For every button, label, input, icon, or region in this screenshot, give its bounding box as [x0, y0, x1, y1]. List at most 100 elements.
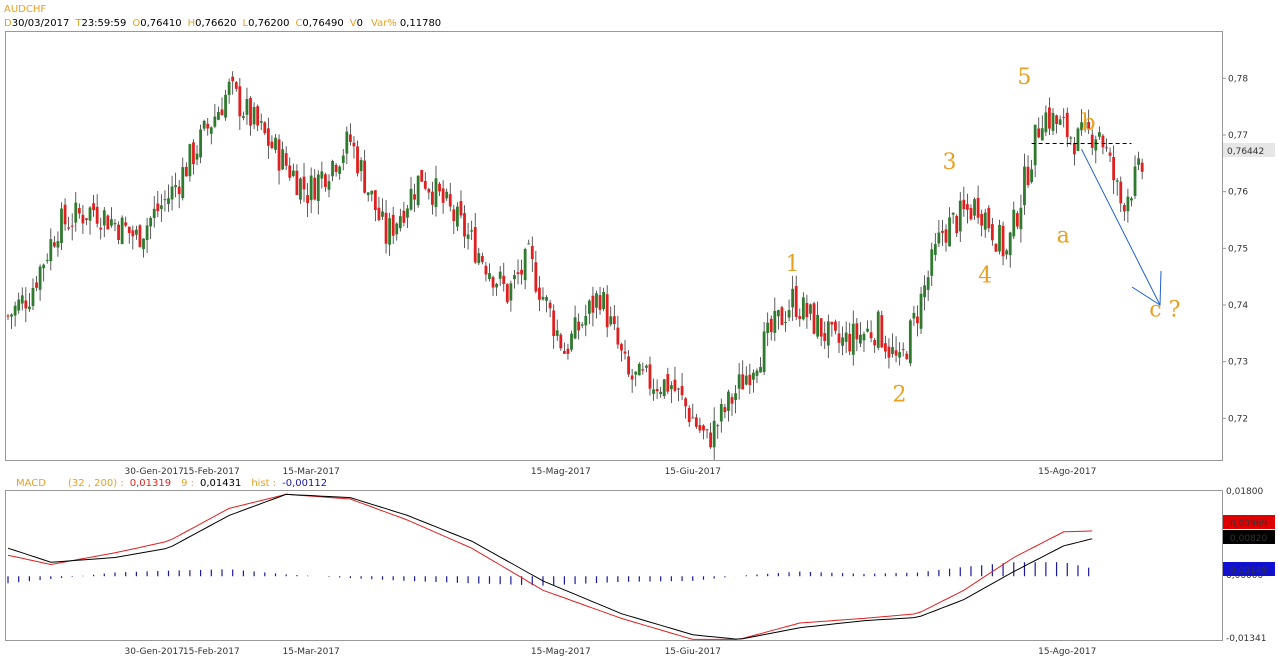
- bear-candle: [623, 351, 627, 354]
- varpct-key: Var%: [371, 18, 397, 29]
- bear-candle: [994, 243, 998, 252]
- bear-candle: [941, 230, 944, 233]
- bear-candle: [1073, 142, 1076, 155]
- bull-candle: [816, 314, 820, 337]
- bull-candle: [719, 404, 723, 422]
- close-value: 0,76490: [302, 18, 343, 29]
- bull-candle: [523, 249, 527, 281]
- macd-tag-blue-label: 0,00149: [1230, 566, 1267, 576]
- bull-candle: [291, 170, 295, 176]
- macd-tag-blue: 0,00000 0,00149: [1223, 562, 1275, 581]
- bear-candle: [1108, 152, 1112, 156]
- bear-candle: [288, 165, 292, 178]
- bull-candle: [1044, 112, 1048, 133]
- bull-candle: [784, 321, 787, 323]
- bull-candle: [181, 167, 185, 199]
- bull-candle: [734, 393, 737, 401]
- bull-candle: [826, 321, 830, 346]
- date-label: 15-Mag-2017: [531, 647, 591, 657]
- bull-candle: [755, 370, 759, 376]
- bear-candle: [516, 272, 520, 275]
- bear-candle: [352, 142, 356, 147]
- bear-candle: [684, 398, 688, 407]
- bear-candle: [1112, 156, 1116, 181]
- date-label: 15-Feb-2017: [183, 467, 240, 477]
- macd-title: MACD: [16, 478, 46, 489]
- bear-candle: [627, 356, 630, 375]
- wave-label: 1: [786, 252, 800, 277]
- bull-candle: [1012, 209, 1016, 237]
- bull-candle: [327, 181, 331, 190]
- bull-candle: [110, 219, 113, 226]
- bull-candle: [299, 178, 302, 200]
- bear-candle: [256, 106, 260, 126]
- bear-candle: [313, 177, 317, 200]
- bear-candle: [402, 210, 406, 223]
- bear-candle: [901, 349, 905, 351]
- bull-candle: [142, 238, 145, 250]
- bear-candle: [52, 242, 56, 247]
- bear-candle: [591, 295, 595, 313]
- bear-candle: [220, 109, 224, 116]
- bull-candle: [359, 160, 363, 172]
- bear-candle: [648, 364, 652, 389]
- macd-tag-red: 0,00969: [1223, 515, 1275, 529]
- bull-candle: [1137, 158, 1141, 165]
- bull-candle: [445, 191, 449, 199]
- bear-candle: [106, 215, 110, 230]
- bull-candle: [1080, 122, 1083, 131]
- bull-candle: [1083, 122, 1087, 128]
- bear-candle: [413, 194, 416, 200]
- bear-candle: [1101, 135, 1105, 148]
- bear-candle: [81, 214, 85, 224]
- bull-candle: [787, 310, 791, 318]
- bull-candle: [912, 312, 916, 319]
- wave-label: b: [1082, 110, 1096, 135]
- bear-candle: [334, 164, 338, 172]
- bear-candle: [769, 318, 773, 333]
- bear-candle: [694, 417, 698, 427]
- bull-candle: [281, 149, 285, 170]
- bull-candle: [545, 297, 548, 301]
- price-tick-label: 0,72: [1228, 414, 1248, 424]
- date-label: 30-Gen-2017: [125, 467, 184, 477]
- bear-candle: [680, 385, 684, 396]
- macd-header: (32 , 200) : 0,01319 9 : 0,01431 hist : -0,00…: [68, 478, 327, 489]
- bull-candle: [241, 116, 245, 118]
- wave-label: 5: [1017, 65, 1031, 90]
- bear-candle: [723, 407, 727, 413]
- bear-candle: [1119, 181, 1123, 204]
- bull-candle: [637, 363, 641, 376]
- bull-candle: [1005, 250, 1009, 255]
- volume-key: V: [350, 18, 357, 29]
- bull-candle: [727, 391, 730, 411]
- date-label: 15-Ago-2017: [1038, 647, 1096, 657]
- bull-candle: [74, 202, 78, 223]
- bull-candle: [716, 425, 720, 427]
- bull-candle: [13, 305, 17, 316]
- bear-candle: [85, 218, 88, 220]
- bull-candle: [609, 316, 613, 325]
- bear-candle: [566, 348, 570, 354]
- bear-candle: [234, 82, 238, 89]
- bull-candle: [844, 332, 848, 342]
- bull-candle: [898, 352, 902, 358]
- bull-candle: [513, 275, 516, 280]
- high-value: 0,76620: [195, 18, 236, 29]
- bear-candle: [1065, 112, 1069, 137]
- bear-candle: [6, 315, 10, 317]
- bear-candle: [1015, 213, 1019, 227]
- bear-candle: [77, 208, 81, 214]
- bull-candle: [213, 116, 217, 127]
- bull-candle: [152, 208, 156, 218]
- bear-candle: [92, 203, 95, 211]
- bull-candle: [876, 311, 880, 348]
- bear-candle: [117, 224, 120, 241]
- bear-candle: [231, 76, 235, 82]
- bear-candle: [1048, 107, 1051, 129]
- bear-candle: [969, 207, 973, 220]
- bull-candle: [958, 200, 962, 232]
- bull-candle: [937, 232, 941, 244]
- bear-candle: [491, 276, 495, 288]
